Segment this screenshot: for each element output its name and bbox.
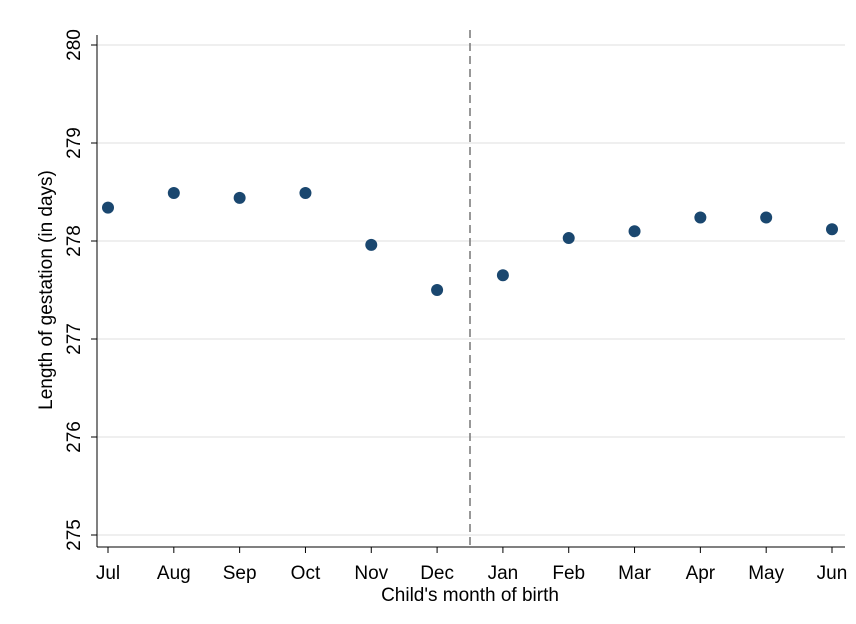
x-tick-label: Apr bbox=[686, 563, 716, 584]
y-axis-title: Length of gestation (in days) bbox=[36, 170, 57, 410]
x-tick-label: May bbox=[748, 563, 784, 584]
point bbox=[628, 225, 641, 238]
point bbox=[233, 191, 246, 204]
x-tick-label: Feb bbox=[552, 563, 585, 584]
y-tick-label: 277 bbox=[64, 323, 85, 355]
x-tick-label: Aug bbox=[157, 563, 191, 584]
x-axis-title: Child's month of birth bbox=[381, 585, 559, 606]
point bbox=[496, 269, 509, 282]
x-tick-label: Dec bbox=[420, 563, 454, 584]
point bbox=[694, 211, 707, 224]
point bbox=[167, 186, 180, 199]
point bbox=[562, 232, 575, 245]
x-tick-label: Mar bbox=[618, 563, 651, 584]
point bbox=[826, 223, 838, 236]
y-tick-label: 276 bbox=[64, 421, 85, 453]
x-tick-label: Jul bbox=[96, 563, 120, 584]
x-tick-label: Oct bbox=[291, 563, 321, 584]
point bbox=[299, 186, 312, 199]
y-tick-label: 275 bbox=[64, 519, 85, 551]
x-tick-label: Jun bbox=[817, 563, 848, 584]
x-tick-label: Jan bbox=[488, 563, 519, 584]
point bbox=[760, 211, 773, 224]
x-tick-label: Nov bbox=[354, 563, 388, 584]
y-tick-label: 279 bbox=[64, 127, 85, 159]
y-tick-label: 278 bbox=[64, 225, 85, 257]
point bbox=[365, 238, 378, 251]
y-tick-label: 280 bbox=[64, 29, 85, 61]
point bbox=[102, 201, 114, 214]
point bbox=[431, 284, 444, 296]
x-tick-label: Sep bbox=[223, 563, 257, 584]
